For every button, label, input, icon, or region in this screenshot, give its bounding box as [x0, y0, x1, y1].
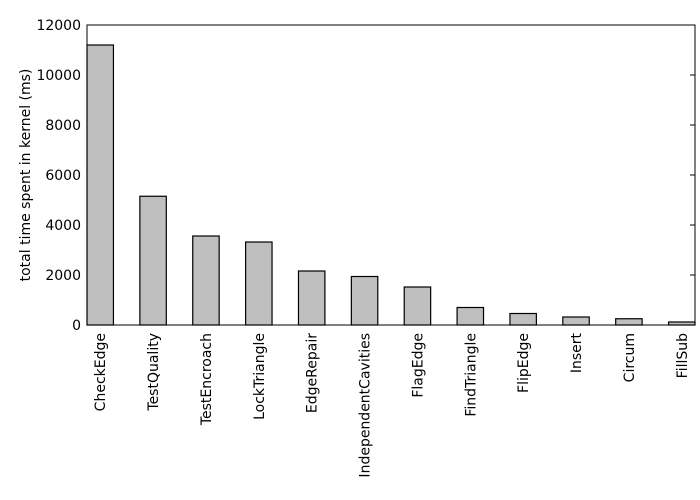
bar: [192, 235, 220, 326]
y-tick-label: 4000: [45, 218, 81, 234]
x-tick-label: Insert: [569, 332, 585, 373]
x-tick-label: TestQuality: [146, 333, 162, 412]
y-tick-label: 2000: [45, 268, 81, 284]
y-tick-label: 12000: [36, 18, 81, 34]
x-tick-label: FlagEdge: [410, 333, 426, 398]
x-tick-label: LockTriangle: [252, 333, 268, 420]
x-tick-label: FillSub: [675, 333, 691, 378]
x-tick-label: FindTriangle: [463, 333, 479, 417]
y-tick-label: 6000: [45, 168, 81, 184]
bar: [139, 195, 167, 326]
bar: [245, 241, 273, 326]
x-tick-label: Circum: [622, 333, 638, 382]
x-tick-label: TestEncroach: [199, 333, 215, 426]
bar: [297, 270, 326, 326]
x-tick-label: EdgeRepair: [305, 333, 321, 413]
x-tick-label: CheckEdge: [93, 333, 109, 411]
plot-frame: [86, 24, 696, 326]
bar: [509, 312, 537, 326]
x-tick-label: FlipEdge: [516, 333, 532, 393]
bar: [562, 316, 590, 326]
bar: [86, 44, 115, 326]
bar: [350, 275, 379, 326]
bar: [456, 306, 485, 326]
x-tick-label: IndependentCavities: [358, 333, 374, 478]
y-tick-label: 8000: [45, 118, 81, 134]
y-tick-label: 10000: [36, 68, 81, 84]
y-axis-label: total time spent in kernel (ms): [18, 69, 34, 282]
bar: [403, 286, 432, 326]
y-tick-label: 0: [72, 318, 81, 334]
bar: [615, 318, 643, 326]
